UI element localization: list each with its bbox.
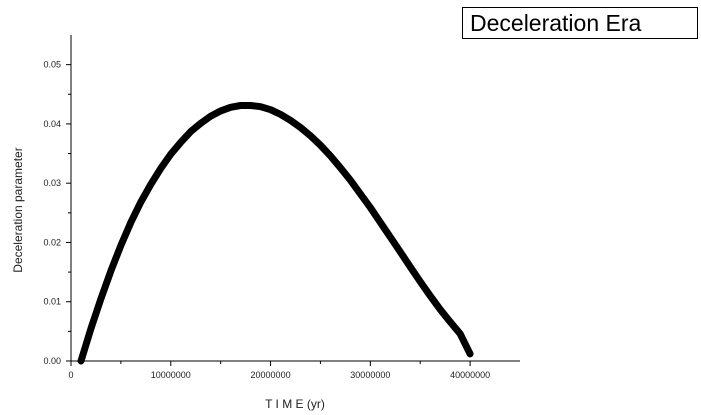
data-point [277, 111, 284, 118]
data-point [157, 165, 164, 172]
data-point [247, 102, 254, 109]
data-point [77, 357, 85, 365]
data-point [367, 204, 374, 211]
chart-tick-labels: 0 10000000 20000000 30000000 40000000 0.00 0.0… [43, 60, 490, 380]
data-point [347, 177, 354, 184]
chart-axes [70, 35, 520, 362]
y-axis-title: Deceleration parameter [11, 147, 25, 272]
data-point [87, 325, 95, 332]
x-tick-label: 0 [68, 370, 73, 380]
x-tick-label: 30000000 [350, 370, 390, 380]
data-point [387, 233, 394, 241]
y-tick-label: 0.02 [43, 237, 61, 247]
chart-title: Deceleration Era [462, 7, 698, 39]
data-point [327, 152, 334, 160]
data-point [397, 248, 404, 256]
y-tick-label: 0.03 [43, 178, 61, 188]
data-point [447, 318, 454, 326]
data-point [307, 132, 314, 139]
data-point [377, 219, 384, 226]
y-tick-label: 0.00 [43, 356, 61, 366]
data-point [417, 278, 424, 285]
data-point [466, 350, 474, 358]
y-tick-label: 0.04 [43, 119, 61, 129]
data-point [147, 181, 154, 188]
chart-ticks [66, 64, 471, 366]
data-point [167, 150, 174, 158]
data-point [427, 292, 434, 299]
data-point [267, 106, 274, 113]
chart-series [77, 102, 474, 365]
data-point [207, 113, 214, 120]
data-point [437, 306, 444, 313]
data-point [187, 128, 194, 135]
data-point [227, 104, 234, 111]
x-tick-label: 20000000 [251, 370, 291, 380]
data-point [297, 124, 304, 131]
data-point [456, 330, 464, 337]
data-point [177, 139, 184, 146]
data-point [287, 117, 294, 124]
x-tick-label: 10000000 [151, 370, 191, 380]
x-tick-label: 40000000 [450, 370, 490, 380]
y-tick-label: 0.01 [43, 297, 61, 307]
data-point [407, 263, 414, 270]
data-point [117, 242, 125, 249]
data-point [357, 190, 364, 198]
data-point [137, 198, 144, 206]
x-axis-title: T I M E (yr) [265, 397, 325, 411]
data-point [107, 267, 115, 275]
data-point [337, 164, 344, 171]
y-tick-label: 0.05 [43, 60, 61, 70]
data-point [217, 107, 224, 115]
series-line [77, 102, 474, 365]
data-point [317, 142, 324, 149]
data-point [197, 120, 204, 127]
data-point [127, 219, 135, 226]
data-point [237, 102, 244, 109]
data-point [97, 295, 105, 302]
data-point [257, 103, 264, 110]
